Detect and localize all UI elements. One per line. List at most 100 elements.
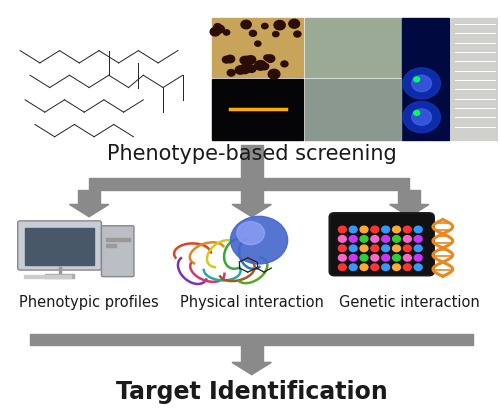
Circle shape [274,21,285,30]
Circle shape [414,226,422,233]
FancyBboxPatch shape [102,226,134,277]
Circle shape [414,245,422,252]
Polygon shape [70,204,109,217]
Circle shape [382,245,390,252]
Circle shape [349,226,357,233]
Bar [30,335,474,345]
Circle shape [403,102,440,133]
Circle shape [392,236,400,242]
Bar [402,18,449,140]
Bar [106,244,116,247]
Polygon shape [232,362,272,375]
Circle shape [210,28,220,36]
Circle shape [250,31,256,36]
Bar [241,145,262,190]
Circle shape [414,111,420,115]
Bar [106,238,130,241]
Circle shape [414,236,422,242]
Circle shape [382,236,390,242]
Circle shape [254,61,266,70]
Circle shape [371,245,379,252]
Circle shape [247,65,256,72]
Circle shape [338,254,346,261]
Circle shape [404,254,411,261]
Bar [24,275,71,278]
Circle shape [338,226,346,233]
Text: Phenotypic profiles: Phenotypic profiles [20,295,159,311]
Circle shape [230,216,287,264]
Circle shape [338,236,346,242]
Bar [212,78,304,140]
Bar [89,178,410,190]
Polygon shape [232,204,272,217]
Circle shape [414,77,420,82]
Text: Genetic interaction: Genetic interaction [339,295,480,311]
Circle shape [281,61,288,67]
Polygon shape [390,204,429,217]
Circle shape [224,30,230,35]
Bar [305,18,401,77]
Circle shape [349,236,357,242]
Circle shape [371,236,379,242]
Bar [241,190,262,204]
Circle shape [371,226,379,233]
Circle shape [240,57,249,64]
Text: Physical interaction: Physical interaction [180,295,324,311]
Bar [78,190,100,204]
Circle shape [392,254,400,261]
Circle shape [404,245,411,252]
Circle shape [242,56,252,65]
Bar [212,18,304,77]
Circle shape [360,245,368,252]
Text: Phenotype-based screening: Phenotype-based screening [107,144,397,164]
Circle shape [412,109,432,125]
Circle shape [237,222,264,244]
Circle shape [382,226,390,233]
Bar [241,345,262,362]
Circle shape [404,264,411,271]
Circle shape [382,254,390,261]
Circle shape [222,56,230,63]
Circle shape [414,254,422,261]
Circle shape [349,245,357,252]
Bar [398,190,420,204]
Circle shape [338,245,346,252]
Circle shape [392,245,400,252]
Circle shape [262,64,269,69]
Circle shape [392,226,400,233]
Bar [25,228,94,265]
Circle shape [262,24,268,29]
Circle shape [349,264,357,271]
Circle shape [227,69,235,76]
Circle shape [404,236,411,242]
Circle shape [241,20,251,29]
FancyBboxPatch shape [18,221,102,270]
Circle shape [215,25,224,33]
Circle shape [349,254,357,261]
Circle shape [338,264,346,271]
Circle shape [240,64,250,74]
Circle shape [264,55,270,60]
Circle shape [262,64,268,70]
Circle shape [272,31,279,37]
Circle shape [289,19,300,28]
Circle shape [371,254,379,261]
Circle shape [214,24,222,30]
Bar [305,78,401,140]
Circle shape [294,31,301,37]
Circle shape [414,264,422,271]
Circle shape [226,55,234,63]
Circle shape [412,75,432,92]
Circle shape [392,264,400,271]
Circle shape [403,68,440,99]
Circle shape [360,236,368,242]
Circle shape [254,41,261,46]
Circle shape [382,264,390,271]
FancyBboxPatch shape [330,213,434,275]
Bar [450,18,498,140]
Circle shape [371,264,379,271]
Circle shape [236,66,245,74]
Circle shape [360,226,368,233]
Bar [10,17,207,140]
Circle shape [266,55,274,62]
